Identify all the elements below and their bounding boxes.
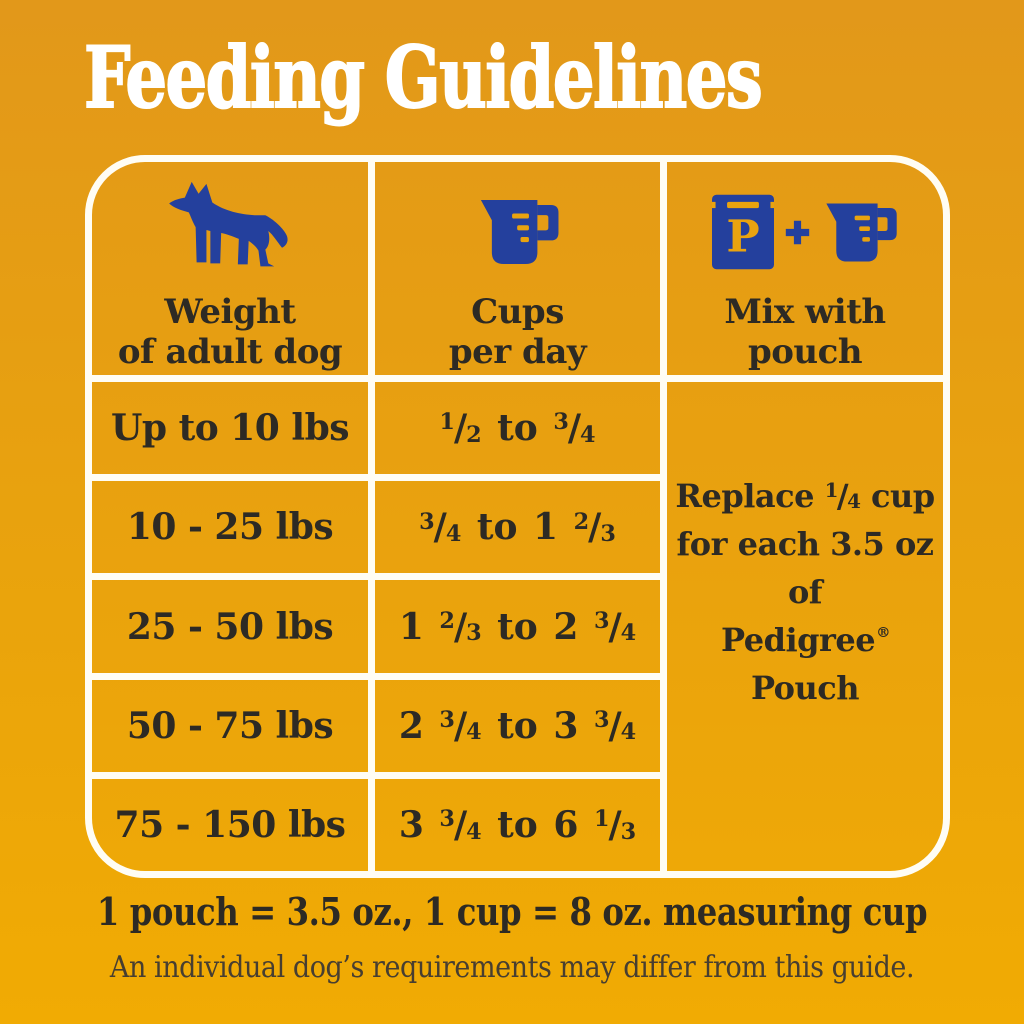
pouch-note-line: Pouch bbox=[750, 668, 860, 707]
header-cups-label: Cups per day bbox=[448, 292, 587, 373]
table-row: 25 - 50 lbs 1 2/3 to 2 3/4 bbox=[92, 573, 667, 672]
pouch-note-line: for each 3.5 oz bbox=[676, 524, 934, 563]
pouch-icon: P bbox=[711, 194, 774, 270]
weight-value: 10 - 25 lbs bbox=[126, 506, 334, 549]
cups-value: 2 3/4 to 3 3/4 bbox=[398, 704, 637, 747]
page-title: Feeding Guidelines bbox=[83, 28, 763, 127]
table-row: 50 - 75 lbs 2 3/4 to 3 3/4 bbox=[92, 672, 667, 772]
equivalence-note: 1 pouch = 3.5 oz., 1 cup = 8 oz. measuri… bbox=[96, 889, 928, 934]
grid-line-header bbox=[92, 375, 943, 382]
header-weight-label: Weight of adult dog bbox=[117, 292, 343, 373]
weight-value: 25 - 50 lbs bbox=[126, 605, 334, 648]
header-weight: Weight of adult dog bbox=[92, 162, 368, 375]
cups-icon-box bbox=[375, 172, 660, 292]
dog-icon bbox=[169, 181, 288, 267]
header-mix: P Mix with pouch bbox=[667, 162, 943, 375]
table-row: 75 - 150 lbs 3 3/4 to 6 1/3 bbox=[92, 771, 667, 871]
mix-icon-box: P bbox=[667, 172, 943, 292]
cups-value: 1 2/3 to 2 3/4 bbox=[398, 605, 637, 648]
grid-line-vertical-1 bbox=[368, 162, 375, 871]
weight-icon-box bbox=[92, 172, 368, 292]
pouch-note: Replace 1/4 cup for each 3.5 oz of Pedig… bbox=[667, 382, 943, 871]
weight-value: Up to 10 lbs bbox=[110, 407, 350, 450]
pouch-letter: P bbox=[726, 210, 759, 262]
measuring-cup-icon bbox=[480, 199, 558, 265]
cups-value: 3/4 to 1 2/3 bbox=[419, 506, 616, 549]
header-cups: Cups per day bbox=[375, 162, 660, 375]
disclaimer-note: An individual dog’s requirements may dif… bbox=[109, 950, 915, 985]
weight-value: 75 - 150 lbs bbox=[114, 803, 346, 846]
measuring-cup-icon bbox=[825, 202, 897, 262]
table-rows: Up to 10 lbs 1/2 to 3/4 10 - 25 lbs 3/4 … bbox=[92, 382, 667, 871]
weight-value: 50 - 75 lbs bbox=[126, 704, 334, 747]
table-row: Up to 10 lbs 1/2 to 3/4 bbox=[92, 382, 667, 474]
pouch-note-line: Replace 1/4 cup bbox=[675, 476, 935, 515]
grid-line-vertical-2 bbox=[660, 162, 667, 871]
cups-value: 1/2 to 3/4 bbox=[439, 407, 596, 450]
header-mix-label: Mix with pouch bbox=[724, 292, 886, 373]
feeding-table: Weight of adult dog Cups per day bbox=[85, 155, 950, 878]
pouch-note-line: of Pedigree® bbox=[721, 572, 890, 659]
plus-icon bbox=[785, 220, 809, 244]
table-row: 10 - 25 lbs 3/4 to 1 2/3 bbox=[92, 474, 667, 573]
cups-value: 3 3/4 to 6 1/3 bbox=[398, 803, 637, 846]
